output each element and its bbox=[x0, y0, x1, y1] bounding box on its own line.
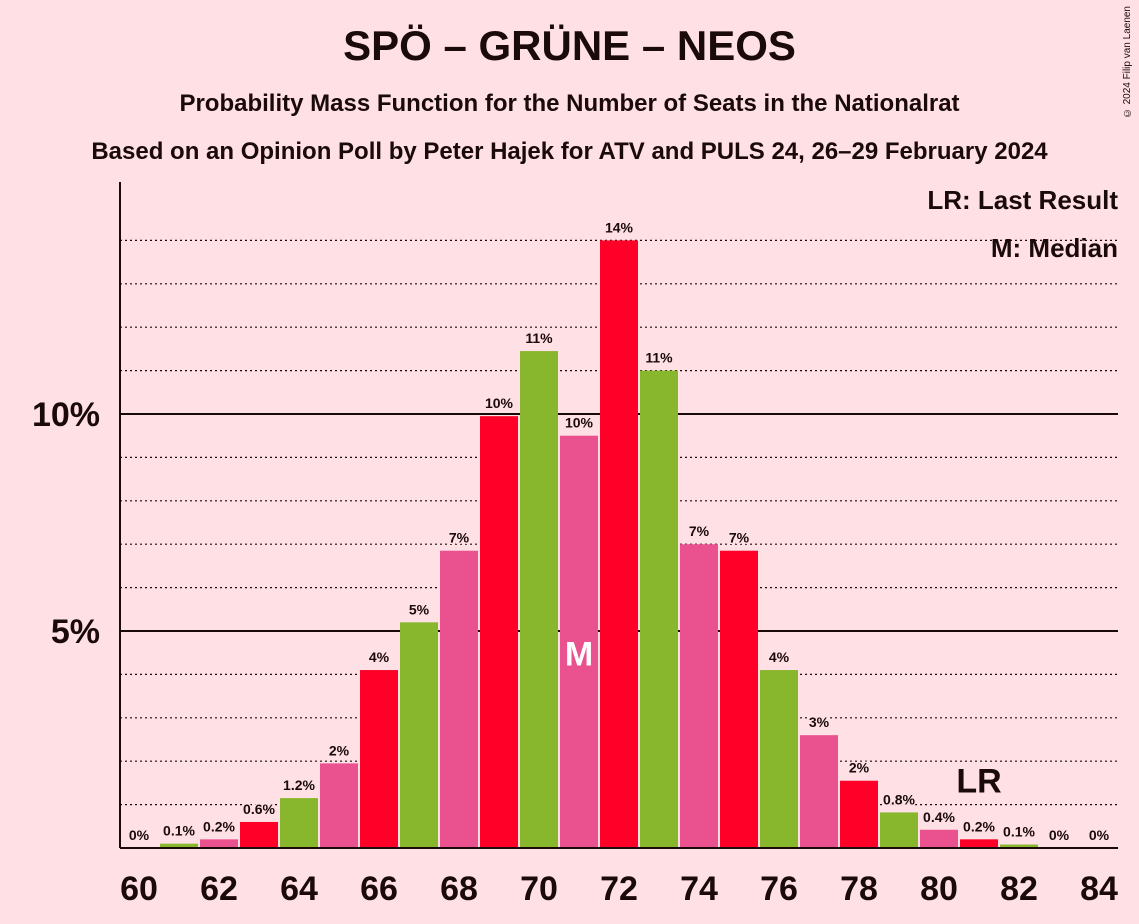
bar-value-label: 0.1% bbox=[1003, 824, 1035, 840]
bar-value-label: 0.4% bbox=[923, 809, 955, 825]
x-tick-label: 66 bbox=[360, 870, 398, 908]
bar-seat-63 bbox=[240, 821, 278, 848]
bar-value-label: 0.2% bbox=[203, 818, 235, 834]
bar-seat-66 bbox=[360, 670, 398, 848]
bar-seat-75 bbox=[720, 550, 758, 848]
axes-group bbox=[119, 182, 1118, 849]
x-tick-label: 72 bbox=[600, 870, 638, 908]
bar-seat-61 bbox=[160, 843, 198, 848]
bar-value-label: 4% bbox=[369, 649, 390, 665]
bar-seat-79 bbox=[880, 812, 918, 848]
bar-value-label: 11% bbox=[525, 330, 553, 346]
legend-last-result: LR: Last Result bbox=[927, 185, 1118, 215]
bar-seat-80 bbox=[920, 829, 958, 848]
bar-value-label: 10% bbox=[565, 415, 594, 431]
bar-seat-71 bbox=[560, 435, 598, 848]
x-tick-label: 70 bbox=[520, 870, 558, 908]
bar-seat-73 bbox=[640, 370, 678, 848]
bar-seat-65 bbox=[320, 763, 358, 848]
bar-value-label: 0% bbox=[129, 827, 150, 843]
bar-value-label: 10% bbox=[485, 395, 514, 411]
bar-value-label: 14% bbox=[605, 219, 634, 235]
bar-value-label: 0.8% bbox=[883, 791, 915, 807]
x-tick-label: 62 bbox=[200, 870, 238, 908]
bar-seat-64 bbox=[280, 798, 318, 848]
bar-value-label: 2% bbox=[849, 760, 870, 776]
bar-labels-group: 0% 0.1% 0.2% 0.6% 1.2% 2% 4% 5% 7% 10% 11% 10% M 14% 1… bbox=[127, 218, 1111, 845]
y-tick-labels: 5% 10% bbox=[32, 396, 100, 651]
x-tick-label: 80 bbox=[920, 870, 958, 908]
x-tick-label: 68 bbox=[440, 870, 478, 908]
x-tick-label: 82 bbox=[1000, 870, 1038, 908]
bar-seat-67 bbox=[400, 622, 438, 848]
bar-value-label: 7% bbox=[449, 530, 470, 546]
chart-subtitle: Probability Mass Function for the Number… bbox=[179, 90, 960, 117]
x-tick-label: 60 bbox=[120, 870, 158, 908]
bar-value-label: 0% bbox=[1049, 827, 1070, 843]
bar-value-label: 1.2% bbox=[283, 777, 315, 793]
y-tick-label: 5% bbox=[51, 613, 100, 651]
bar-seat-78 bbox=[840, 780, 878, 848]
x-tick-label: 74 bbox=[680, 870, 718, 908]
chart-title: SPÖ – GRÜNE – NEOS bbox=[343, 22, 796, 69]
bar-seat-81 bbox=[960, 839, 998, 848]
x-tick-labels: 60 62 64 66 68 70 72 74 76 78 80 82 84 bbox=[120, 870, 1118, 908]
bar-seat-62 bbox=[200, 839, 238, 848]
bar-value-label: 0% bbox=[1089, 827, 1110, 843]
y-tick-label: 10% bbox=[32, 396, 100, 434]
legend-median: M: Median bbox=[991, 233, 1118, 263]
bar-seat-74 bbox=[680, 544, 718, 848]
x-tick-label: 64 bbox=[280, 870, 318, 908]
bar-value-label: 0.2% bbox=[963, 818, 995, 834]
bars-group bbox=[160, 240, 1038, 848]
bar-value-label: 7% bbox=[729, 530, 750, 546]
bar-seat-68 bbox=[440, 550, 478, 848]
bar-value-label: 2% bbox=[329, 742, 350, 758]
bar-value-label: 7% bbox=[689, 523, 710, 539]
median-marker: M bbox=[565, 636, 593, 674]
bar-seat-72 bbox=[600, 240, 638, 848]
bar-value-label: 0.6% bbox=[243, 801, 275, 817]
x-tick-label: 76 bbox=[760, 870, 798, 908]
bar-seat-82 bbox=[1000, 844, 1038, 848]
bar-value-label: 0.1% bbox=[163, 823, 195, 839]
bar-value-label: 11% bbox=[645, 350, 673, 366]
bar-seat-76 bbox=[760, 670, 798, 848]
bar-value-label: 3% bbox=[809, 714, 830, 730]
last-result-marker: LR bbox=[956, 763, 1001, 801]
bar-seat-69 bbox=[480, 416, 518, 848]
chart-source: Based on an Opinion Poll by Peter Hajek … bbox=[91, 138, 1048, 165]
x-tick-label: 84 bbox=[1080, 870, 1118, 908]
x-tick-label: 78 bbox=[840, 870, 878, 908]
bar-value-label: 4% bbox=[769, 649, 790, 665]
bar-seat-70 bbox=[520, 351, 558, 848]
bar-seat-77 bbox=[800, 735, 838, 848]
bar-value-label: 5% bbox=[409, 601, 430, 617]
